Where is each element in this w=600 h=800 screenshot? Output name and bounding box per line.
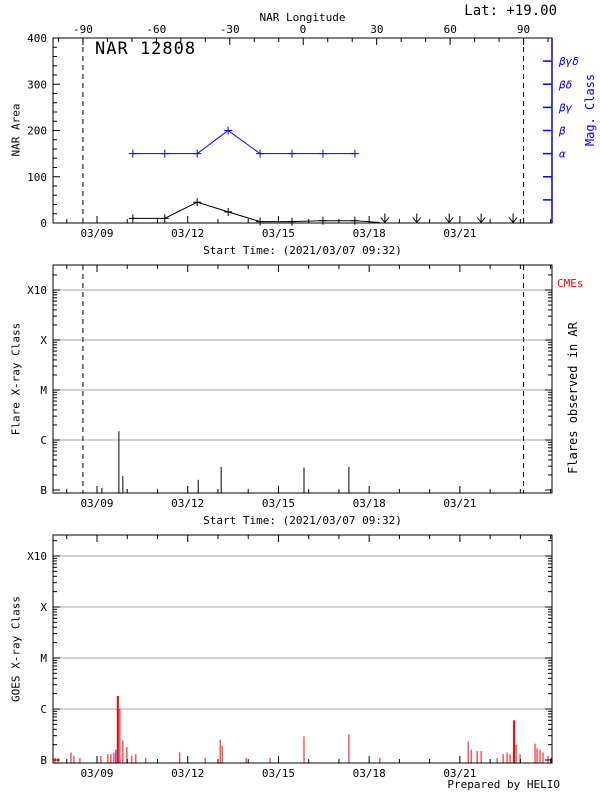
longitude-tick-label: 0 <box>300 23 307 36</box>
xray-class-tick-label: X10 <box>27 550 47 563</box>
nar-area-panel-frame <box>52 37 553 224</box>
nar-area-axis-title: NAR Area <box>9 103 23 157</box>
mag-class-tick-label: βγ <box>558 101 573 114</box>
xray-class-tick-label: C <box>40 434 47 447</box>
start-time-note-panel1: Start Time: (2021/03/07 09:32) <box>203 244 402 257</box>
xray-class-tick-label: B <box>40 484 47 497</box>
nar-area-series-line <box>132 129 355 155</box>
start-time-note-panel2: Start Time: (2021/03/07 09:32) <box>203 514 402 527</box>
goes-class-axis-title: GOES X-ray Class <box>9 596 23 702</box>
longitude-tick-label: 30 <box>370 23 383 36</box>
longitude-tick-label: -60 <box>146 23 166 36</box>
lower-limit-arrow-icon <box>508 213 518 224</box>
xray-class-tick-label: C <box>40 703 47 716</box>
page-title: NAR 12808 <box>95 39 197 59</box>
date-tick-label: 03/21 <box>443 767 476 780</box>
lower-limit-arrow-icon <box>476 213 486 224</box>
date-tick-label: 03/18 <box>353 227 386 240</box>
area-tick-label: 0 <box>40 217 47 230</box>
area-tick-label: 400 <box>27 32 47 45</box>
prepared-by-label: Prepared by HELIO <box>447 778 560 791</box>
flare-class-axis-title: Flare X-ray Class <box>9 322 23 436</box>
lower-limit-arrow-icon <box>412 213 422 224</box>
date-tick-label: 03/12 <box>171 227 204 240</box>
top-axis-title: NAR Longitude <box>259 11 346 24</box>
date-tick-label: 03/21 <box>443 497 476 510</box>
xray-class-tick-label: M <box>40 652 47 665</box>
flares-in-ar-panel-frame <box>52 264 553 494</box>
longitude-tick-label: 60 <box>444 23 457 36</box>
area-tick-label: 300 <box>27 78 47 91</box>
area-tick-label: 100 <box>27 171 47 184</box>
date-tick-label: 03/09 <box>80 227 113 240</box>
date-tick-label: 03/12 <box>171 767 204 780</box>
area-tick-label: 200 <box>27 125 47 138</box>
mag-class-tick-label: α <box>559 148 566 161</box>
date-tick-label: 03/12 <box>171 497 204 510</box>
latitude-label: Lat: +19.00 <box>464 3 557 19</box>
xray-class-tick-label: M <box>40 384 47 397</box>
date-tick-label: 03/09 <box>80 767 113 780</box>
lower-limit-arrow-icon <box>444 213 454 224</box>
mag-class-tick-label: βδ <box>558 78 572 91</box>
xray-class-tick-label: X10 <box>27 284 47 297</box>
xray-class-tick-label: B <box>40 754 47 767</box>
date-tick-label: 03/18 <box>353 497 386 510</box>
date-tick-label: 03/15 <box>262 227 295 240</box>
date-tick-label: 03/09 <box>80 497 113 510</box>
date-tick-label: 03/18 <box>353 767 386 780</box>
date-tick-label: 03/15 <box>262 497 295 510</box>
mag-class-tick-label: β <box>558 125 566 138</box>
flares-observed-axis-title: Flares observed in AR <box>566 322 580 474</box>
date-tick-label: 03/15 <box>262 767 295 780</box>
goes-panel-frame <box>52 534 553 764</box>
nar-area-series-line <box>132 201 380 223</box>
date-tick-label: 03/21 <box>443 227 476 240</box>
cmes-label: CMEs <box>557 277 584 290</box>
xray-class-tick-label: X <box>40 601 47 614</box>
mag-class-tick-label: βγδ <box>558 55 579 68</box>
longitude-tick-label: -30 <box>220 23 240 36</box>
lower-limit-arrow-icon <box>380 213 390 224</box>
mag-class-axis-title: Mag. Class <box>583 73 597 147</box>
longitude-tick-label: -90 <box>73 23 93 36</box>
longitude-tick-label: 90 <box>517 23 530 36</box>
xray-class-tick-label: X <box>40 334 47 347</box>
